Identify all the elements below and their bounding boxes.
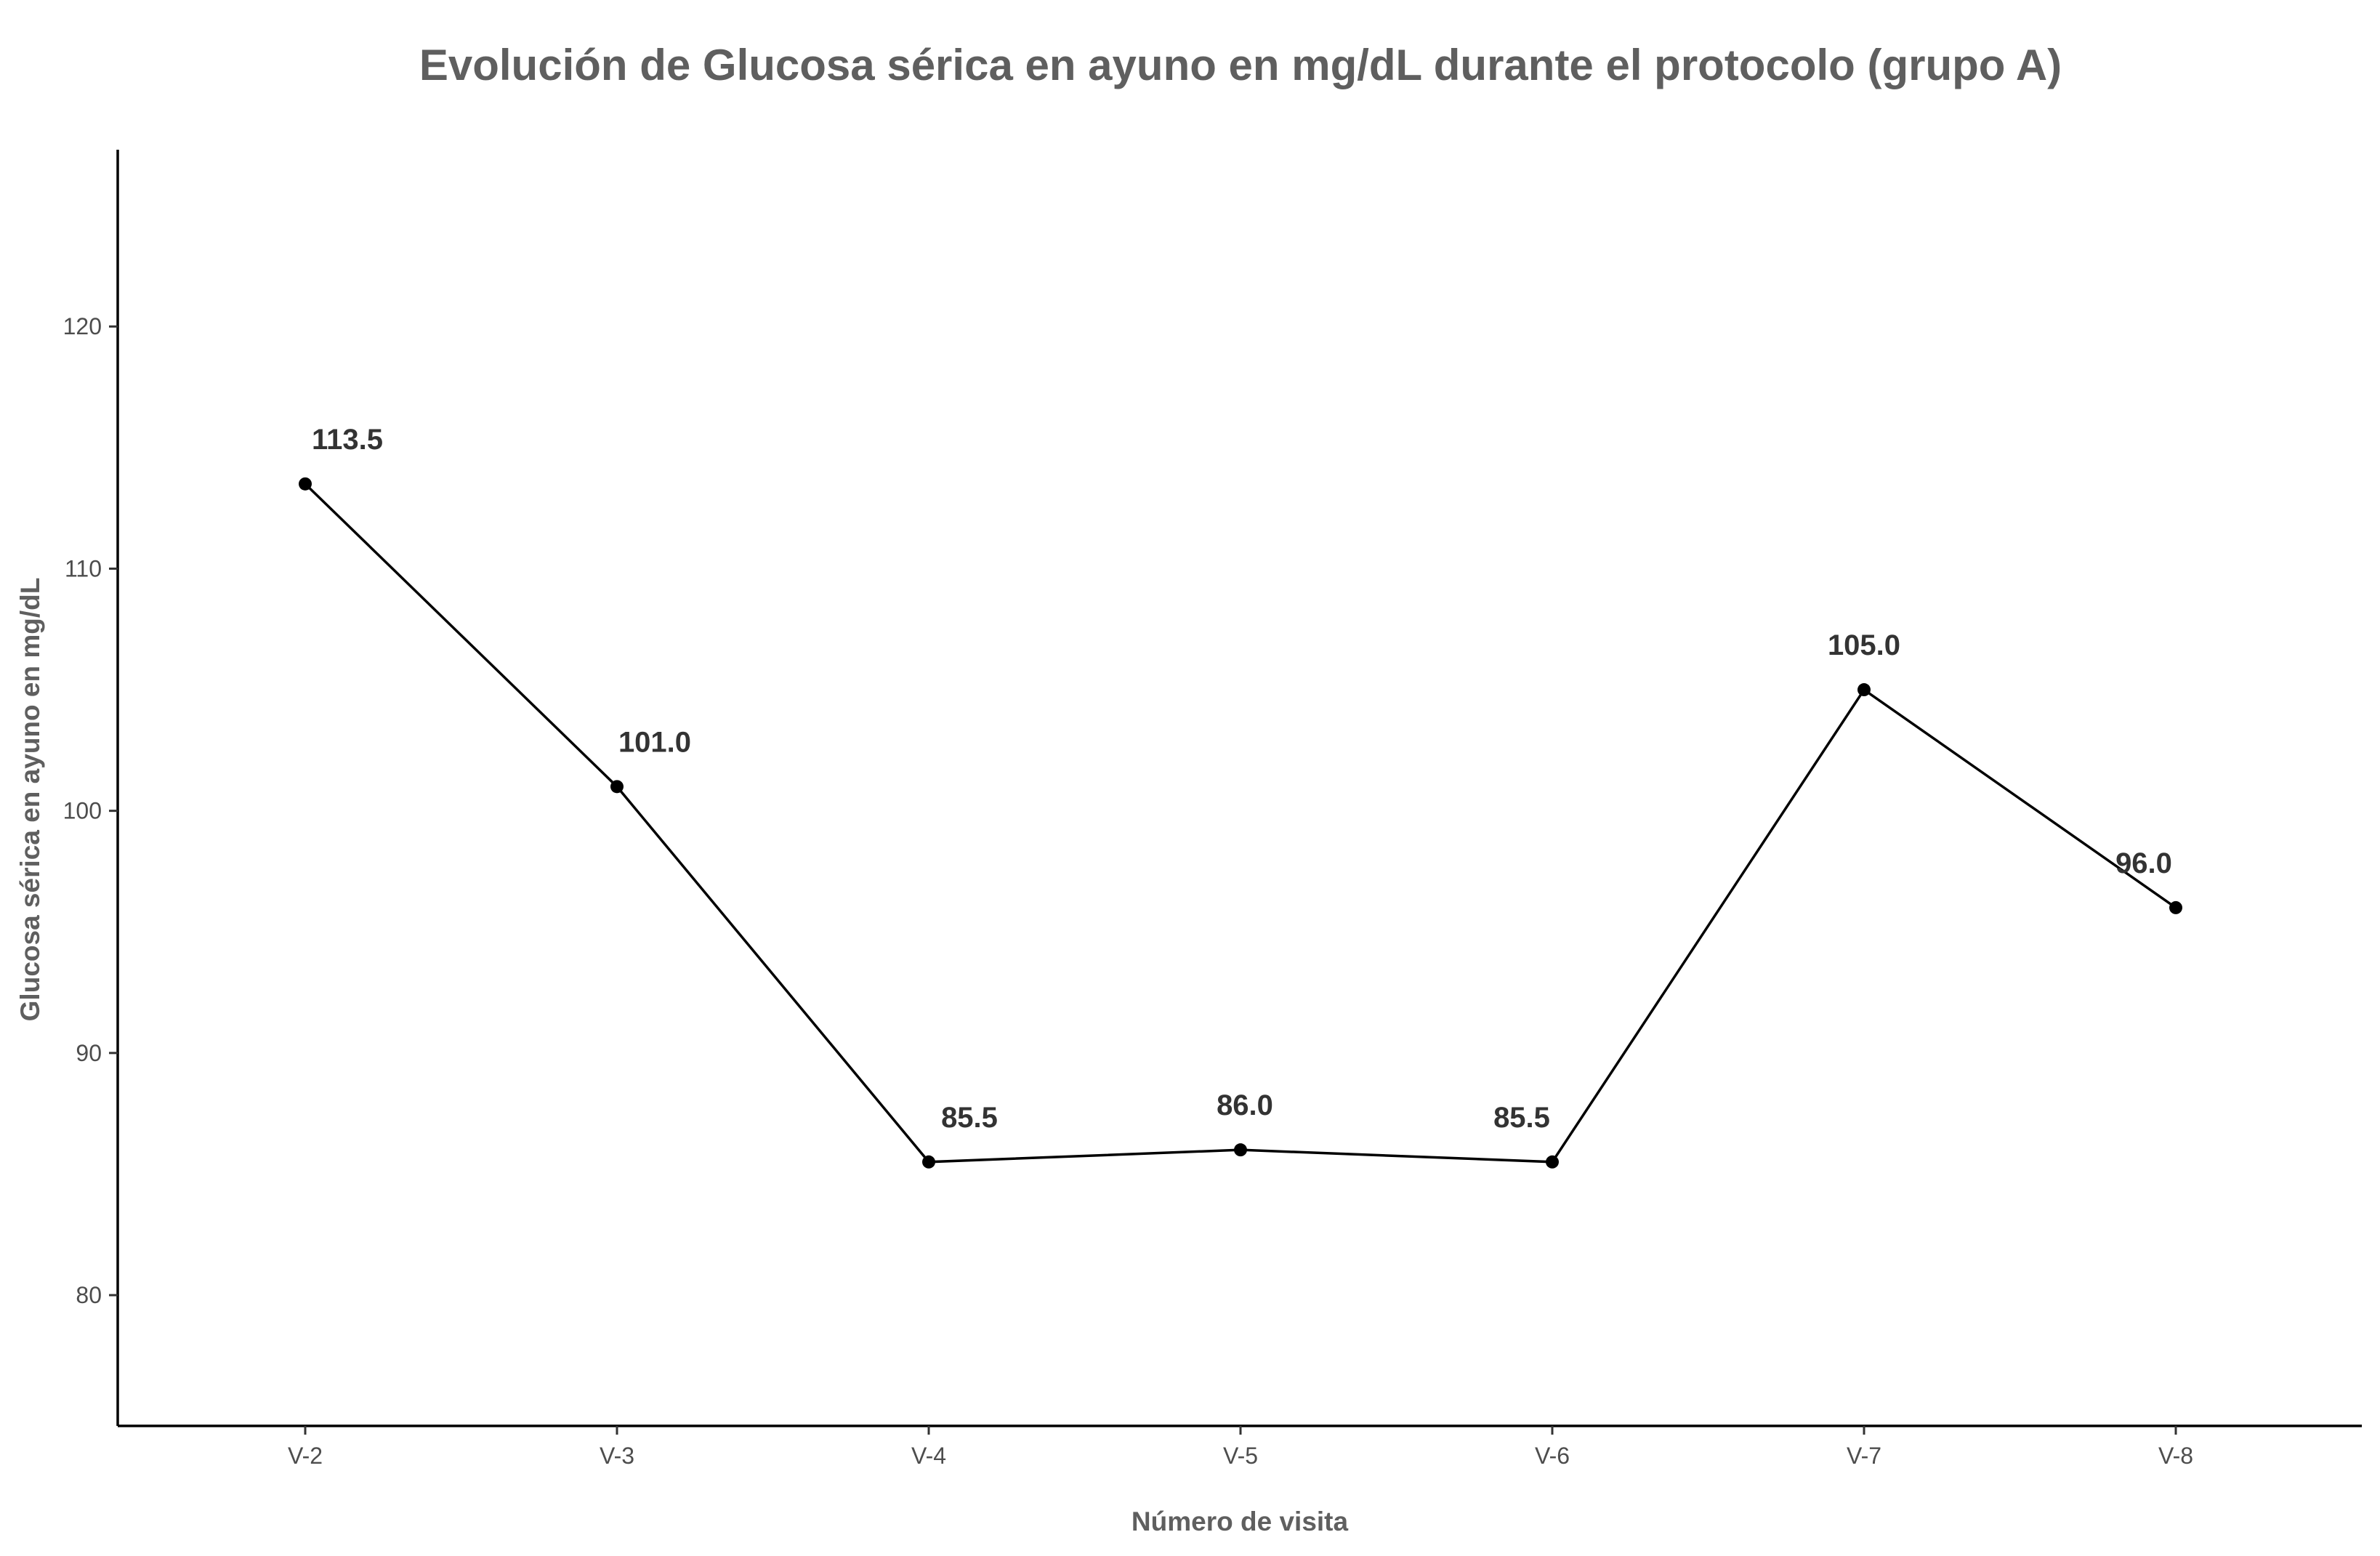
data-label: 113.5 (312, 424, 383, 456)
x-axis-title: Número de visita (1131, 1507, 1349, 1536)
data-label: 96.0 (2115, 847, 2172, 879)
data-point (922, 1155, 935, 1169)
data-point (610, 780, 624, 794)
x-tick-label: V-4 (911, 1443, 946, 1469)
x-axis-ticks: V-2 V-3 V-4 V-5 V-6 V-7 V-8 (288, 1426, 2193, 1469)
data-point (299, 477, 312, 491)
data-point (1234, 1143, 1247, 1157)
data-point (1857, 683, 1871, 697)
x-tick-label: V-2 (288, 1443, 323, 1469)
x-tick-label: V-5 (1223, 1443, 1258, 1469)
y-tick-label: 100 (63, 798, 102, 824)
y-tick-label: 110 (65, 555, 102, 581)
x-tick-label: V-7 (1847, 1443, 1881, 1469)
chart-title: Evolución de Glucosa sérica en ayuno en … (419, 41, 2062, 89)
data-point (1546, 1155, 1559, 1169)
data-label: 85.5 (941, 1102, 998, 1134)
series-layer (299, 477, 2182, 1169)
data-label: 105.0 (1828, 629, 1900, 661)
x-tick-label: V-8 (2158, 1443, 2193, 1469)
data-label: 85.5 (1493, 1102, 1550, 1134)
data-labels-layer: 113.5 101.0 85.5 86.0 85.5 105.0 96.0 (312, 424, 2172, 1134)
y-tick-label: 90 (76, 1040, 102, 1066)
y-tick-label: 80 (76, 1282, 102, 1308)
y-axis-title: Glucosa sérica en ayuno en mg/dL (15, 578, 45, 1022)
data-point (2169, 900, 2182, 914)
y-axis-ticks: 80 90 100 110 120 (63, 313, 118, 1308)
data-label: 101.0 (618, 726, 691, 758)
y-tick-label: 120 (63, 313, 102, 339)
x-tick-label: V-3 (600, 1443, 634, 1469)
data-label: 86.0 (1217, 1089, 1273, 1121)
series-line (304, 483, 2177, 1164)
x-tick-label: V-6 (1535, 1443, 1570, 1469)
